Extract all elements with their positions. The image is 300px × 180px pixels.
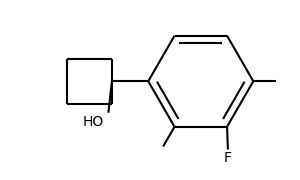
Text: F: F [224,151,232,165]
Text: HO: HO [83,115,104,129]
